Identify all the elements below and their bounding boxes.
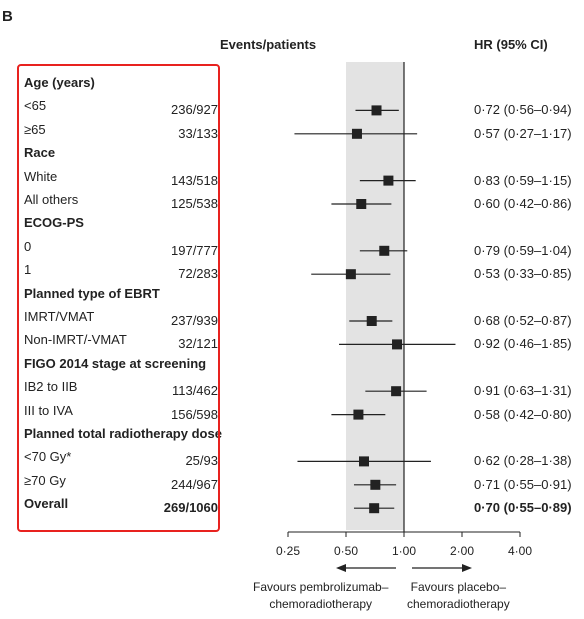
favours-left-label: Favours pembrolizumab– chemoradiotherapy xyxy=(253,579,388,613)
events-value: 33/133 xyxy=(178,125,218,141)
hr-ci-value: 0·62 (0·28–1·38) xyxy=(474,453,572,469)
hr-ci-value: 0·57 (0·27–1·17) xyxy=(474,125,572,141)
hr-ci-value: 0·71 (0·55–0·91) xyxy=(474,476,572,492)
subgroup-label: IMRT/VMAT xyxy=(24,309,95,324)
subgroup-header: Age (years) xyxy=(24,75,95,90)
subgroup-label: <70 Gy* xyxy=(24,449,72,465)
subgroup-label: White xyxy=(24,168,58,184)
hr-marker xyxy=(353,409,364,420)
subgroup-label: 1 xyxy=(24,262,32,278)
events-value: 72/283 xyxy=(178,266,218,282)
events-value: 143/518 xyxy=(171,172,218,188)
hr-ci-value: 0·70 (0·55–0·89) xyxy=(474,500,572,516)
hr-marker xyxy=(383,175,394,186)
events-value: 25/93 xyxy=(185,453,218,469)
events-value: 125/538 xyxy=(171,196,218,211)
hr-marker xyxy=(371,105,382,116)
hr-marker xyxy=(370,479,381,490)
events-value: 32/121 xyxy=(178,336,218,352)
highlight-box xyxy=(17,64,220,532)
favours-right-line1: Favours placebo– xyxy=(410,580,507,594)
subgroup-header: Planned type of EBRT xyxy=(24,285,160,301)
subgroup-label: IB2 to IIB xyxy=(24,379,78,395)
hr-ci-value: 0·83 (0·59–1·15) xyxy=(474,172,572,188)
hr-marker xyxy=(345,269,356,280)
hr-marker xyxy=(356,199,367,209)
hr-ci-value: 0·92 (0·46–1·85) xyxy=(474,336,572,352)
favours-left-line2: chemoradiotherapy xyxy=(269,597,373,611)
events-value: 236/927 xyxy=(171,102,218,118)
x-tick-label-2: 1·00 xyxy=(391,544,417,558)
events-value: 244/967 xyxy=(171,476,218,492)
subgroup-label: Non-IMRT/-VMAT xyxy=(24,332,127,348)
hr-ci-value: 0·72 (0·56–0·94) xyxy=(474,102,572,118)
hr-ci-value: 0·68 (0·52–0·87) xyxy=(474,313,572,328)
hr-marker xyxy=(391,386,402,397)
favours-right-line2: chemoradiotherapy xyxy=(407,597,510,611)
subgroup-header: ECOG-PS xyxy=(24,215,84,231)
x-tick-label-1: 0·50 xyxy=(333,544,359,558)
x-tick-label-0: 0·25 xyxy=(275,544,301,558)
events-value: 113/462 xyxy=(171,383,218,399)
shaded-region xyxy=(346,62,404,530)
hr-ci-value: 0·60 (0·42–0·86) xyxy=(474,196,572,211)
x-tick-label-4: 4·00 xyxy=(507,544,533,558)
hr-marker xyxy=(392,339,403,350)
hr-marker xyxy=(379,245,390,256)
favours-right-label: Favours placebo– chemoradiotherapy xyxy=(407,579,510,613)
events-value: 269/1060 xyxy=(163,500,218,516)
events-value: 197/777 xyxy=(171,242,218,258)
subgroup-header: Planned total radiotherapy dose xyxy=(24,426,222,441)
events-value: 156/598 xyxy=(171,406,218,422)
hr-marker xyxy=(351,128,362,139)
hr-ci-value: 0·79 (0·59–1·04) xyxy=(474,242,572,258)
subgroup-header: FIGO 2014 stage at screening xyxy=(24,355,207,371)
favours-right-arrowhead xyxy=(462,564,472,572)
subgroup-label: All others xyxy=(24,192,79,207)
subgroup-label: 0 xyxy=(24,238,32,254)
hr-ci-value: 0·53 (0·33–0·85) xyxy=(474,266,572,282)
hr-ci-value: 0·58 (0·42–0·80) xyxy=(474,406,572,422)
subgroup-label: III to IVA xyxy=(24,402,73,418)
panel-label: B xyxy=(2,8,13,25)
favours-left-line1: Favours pembrolizumab– xyxy=(253,580,389,594)
subgroup-label: <65 xyxy=(24,98,47,114)
x-tick-label-3: 2·00 xyxy=(449,544,475,558)
subgroup-label: ≥65 xyxy=(24,121,46,137)
hr-ci-value: 0·91 (0·63–1·31) xyxy=(474,383,572,399)
subgroup-label: Overall xyxy=(24,496,69,512)
events-header: Events/patients xyxy=(220,37,317,52)
events-value: 237/939 xyxy=(171,313,218,328)
hr-marker xyxy=(369,503,380,514)
hr-marker xyxy=(358,456,369,467)
subgroup-header: Race xyxy=(24,145,56,161)
favours-left-arrowhead xyxy=(336,564,346,572)
subgroup-label: ≥70 Gy xyxy=(24,472,66,488)
hr-marker xyxy=(366,316,377,326)
hr-header: HR (95% CI) xyxy=(474,37,548,52)
